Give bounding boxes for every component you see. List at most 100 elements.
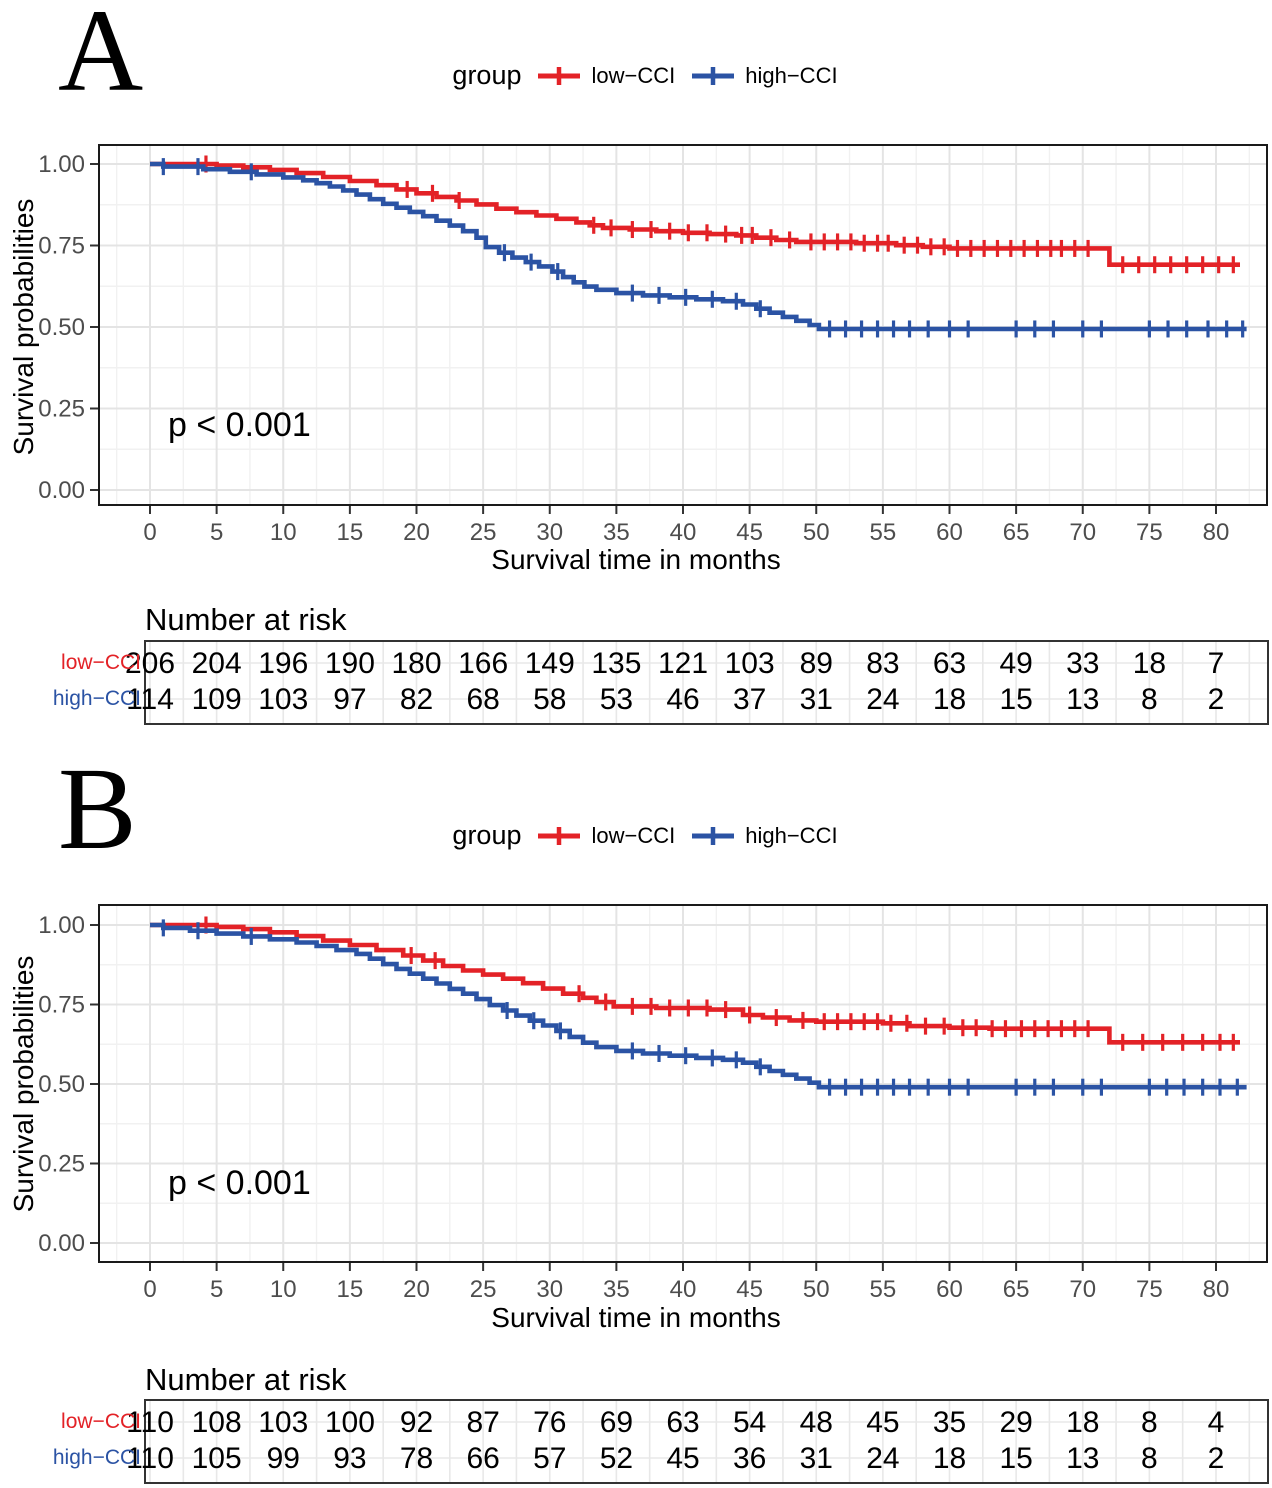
risk-count: 52 <box>600 1442 633 1475</box>
risk-count: 149 <box>525 647 575 680</box>
x-tick-label: 40 <box>670 519 697 546</box>
p-value-b: p < 0.001 <box>168 1164 311 1202</box>
risk-count: 121 <box>658 647 708 680</box>
legend-label-high-cci: high−CCI <box>745 822 838 848</box>
risk-count: 18 <box>1133 647 1166 680</box>
risk-count: 37 <box>733 683 766 716</box>
survival-curve-low-cci <box>150 916 1240 1051</box>
risk-table-title-b: Number at risk <box>145 1362 347 1397</box>
risk-count: 166 <box>458 647 508 680</box>
risk-count: 93 <box>333 1442 366 1475</box>
risk-count: 135 <box>591 647 641 680</box>
risk-count: 196 <box>258 647 308 680</box>
legend-panel-b: group low−CCI high−CCI <box>0 820 1272 851</box>
x-tick-label: 35 <box>603 1276 630 1303</box>
y-tick-label: 0.50 <box>38 314 85 341</box>
risk-count: 76 <box>533 1406 566 1439</box>
y-tick-label: 0.75 <box>38 233 85 260</box>
risk-count: 66 <box>466 1442 499 1475</box>
risk-count: 92 <box>400 1406 433 1439</box>
x-tick-label: 60 <box>936 519 963 546</box>
legend-key-low-cci-icon <box>538 66 581 85</box>
x-tick-label: 15 <box>337 519 364 546</box>
risk-count: 33 <box>1066 647 1099 680</box>
risk-count: 57 <box>533 1442 566 1475</box>
axes: 0 5 10 15 20 25 30 35 40 45 50 55 60 65 70 75 80 0.00 0.25… <box>38 912 1229 1303</box>
risk-count: 2 <box>1208 1442 1225 1475</box>
x-tick-label: 20 <box>403 1276 430 1303</box>
x-tick-label: 45 <box>736 1276 763 1303</box>
risk-row-label-low-a: low−CCI <box>61 651 141 674</box>
panel-b-letter: B <box>58 743 137 874</box>
risk-count: 109 <box>192 683 242 716</box>
y-axis-title-b: Survival probabilities <box>8 955 39 1213</box>
y-tick-label: 0.50 <box>38 1071 85 1098</box>
risk-count: 108 <box>192 1406 242 1439</box>
x-tick-label: 5 <box>210 1276 223 1303</box>
y-tick-label: 0.00 <box>38 1230 85 1257</box>
risk-count: 13 <box>1066 683 1099 716</box>
risk-count: 31 <box>800 683 833 716</box>
x-tick-label: 55 <box>870 1276 897 1303</box>
y-tick-label: 0.25 <box>38 1151 85 1178</box>
risk-count: 63 <box>933 647 966 680</box>
risk-count: 103 <box>725 647 775 680</box>
y-tick-label: 0.25 <box>38 396 85 423</box>
x-tick-label: 5 <box>210 519 223 546</box>
risk-count: 103 <box>258 683 308 716</box>
y-axis-title-a: Survival probabilities <box>8 198 39 456</box>
risk-table: 206 204 196 190 180 166 149 135 121 103 89 83 63 49 33… <box>125 640 1269 725</box>
survival-curve-low-cci <box>150 155 1240 274</box>
x-tick-label: 80 <box>1203 519 1230 546</box>
survival-curve-high-cci <box>150 158 1247 338</box>
risk-table: 110 108 103 100 92 87 76 69 63 54 48 45 35 29 18 8 4 110 1… <box>126 1399 1269 1484</box>
risk-count: 190 <box>325 647 375 680</box>
risk-count: 180 <box>391 647 441 680</box>
legend-label-high-cci: high−CCI <box>745 62 838 88</box>
risk-count: 53 <box>600 683 633 716</box>
panel-b: 0 5 10 15 20 25 30 35 40 45 50 55 60 65 70 75 80 0.00 0.25… <box>38 904 1269 1484</box>
risk-count: 68 <box>466 683 499 716</box>
x-tick-label: 30 <box>536 1276 563 1303</box>
risk-count: 99 <box>267 1442 300 1475</box>
panel-a: 0 5 10 15 20 25 30 35 40 45 50 55 60 65 70 75 80 0.00 0.25… <box>38 144 1269 725</box>
risk-count: 2 <box>1208 683 1225 716</box>
risk-count: 100 <box>325 1406 375 1439</box>
risk-count: 105 <box>192 1442 242 1475</box>
legend-title: group <box>452 60 522 90</box>
risk-count: 8 <box>1141 1442 1158 1475</box>
x-tick-label: 50 <box>803 1276 830 1303</box>
risk-count: 31 <box>800 1442 833 1475</box>
gridlines <box>99 905 1267 1262</box>
x-axis-title-a: Survival time in months <box>491 544 781 575</box>
risk-count: 4 <box>1208 1406 1225 1439</box>
legend-label-low-cci: low−CCI <box>591 62 676 88</box>
risk-count: 87 <box>466 1406 499 1439</box>
y-tick-label: 1.00 <box>38 151 85 178</box>
risk-count: 89 <box>800 647 833 680</box>
x-tick-label: 0 <box>143 1276 156 1303</box>
risk-count: 7 <box>1208 647 1225 680</box>
legend-key-high-cci-icon <box>692 826 735 845</box>
legend-key-low-cci-icon <box>538 826 581 845</box>
x-tick-label: 65 <box>1003 519 1030 546</box>
risk-count: 18 <box>1066 1406 1099 1439</box>
y-tick-label: 0.00 <box>38 477 85 504</box>
risk-row-label-high-a: high−CCI <box>52 687 141 710</box>
risk-count: 35 <box>933 1406 966 1439</box>
legend-panel-a: group low−CCI high−CCI <box>0 60 1272 91</box>
risk-count: 29 <box>999 1406 1032 1439</box>
risk-count: 110 <box>126 1442 174 1475</box>
risk-count: 15 <box>999 683 1032 716</box>
risk-count: 78 <box>400 1442 433 1475</box>
risk-count: 58 <box>533 683 566 716</box>
risk-count: 8 <box>1141 683 1158 716</box>
risk-count: 46 <box>666 683 699 716</box>
risk-count: 54 <box>733 1406 766 1439</box>
x-tick-label: 75 <box>1136 1276 1163 1303</box>
x-tick-label: 70 <box>1069 1276 1096 1303</box>
risk-count: 103 <box>258 1406 308 1439</box>
legend-label-low-cci: low−CCI <box>591 822 676 848</box>
legend-item-high-cci: high−CCI <box>690 822 838 849</box>
